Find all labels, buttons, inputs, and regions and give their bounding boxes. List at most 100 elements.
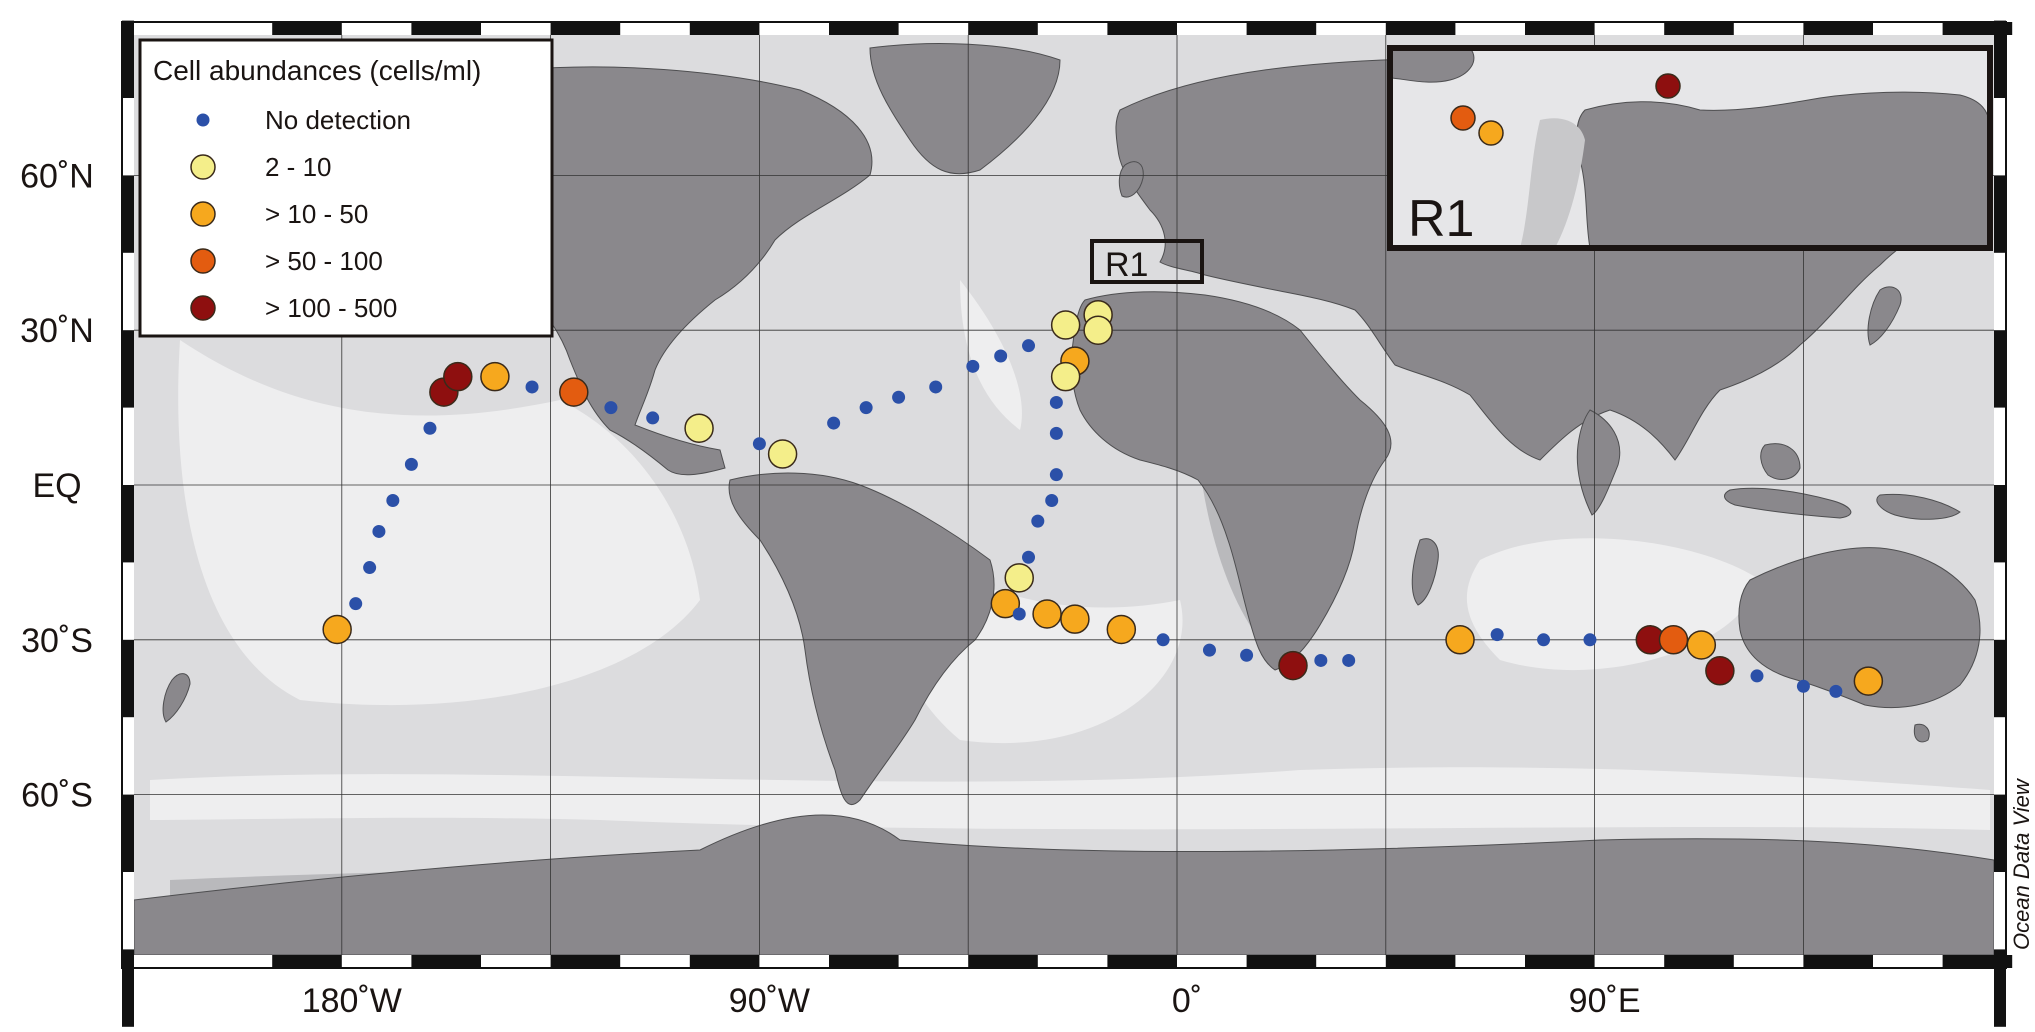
latitude-labels: 60˚N 30˚N EQ 30˚S 60˚S <box>20 157 94 814</box>
station-marker-detected <box>1083 315 1113 345</box>
inset-body <box>1391 48 1990 248</box>
station-marker-no-detection <box>1796 679 1810 693</box>
station-marker-detected <box>1278 650 1308 681</box>
frame-tick <box>1525 955 1595 968</box>
longitude-label: 180˚W <box>302 982 402 1020</box>
frame-tick <box>1803 955 1873 968</box>
frame-tick <box>1246 955 1317 968</box>
station-marker-detected <box>1032 599 1062 629</box>
frame-tick <box>689 22 760 35</box>
frame-tick <box>1385 955 1456 968</box>
latitude-label: 30˚N <box>20 312 94 350</box>
frame-tick <box>411 22 481 35</box>
frame-tick <box>1107 22 1177 35</box>
station-marker-detected <box>1658 625 1689 655</box>
frame-tick <box>829 22 899 35</box>
tasmania-landmass <box>1913 723 1930 743</box>
legend-swatch <box>190 154 216 180</box>
inset-land <box>1576 91 1990 248</box>
legend-swatch <box>196 113 210 127</box>
longitude-labels: 180˚W 90˚W 0˚ 90˚E <box>302 982 1641 1020</box>
station-marker-detected <box>684 413 714 443</box>
station-marker-no-detection <box>1240 648 1254 662</box>
frame-tick <box>829 955 899 968</box>
region-box: R1 <box>1090 239 1204 284</box>
station-marker-no-detection <box>1156 633 1170 647</box>
station-marker-no-detection <box>372 524 386 538</box>
station-marker-detected <box>443 361 473 392</box>
longitude-label: 0˚ <box>1172 982 1202 1020</box>
inset-shelf <box>1520 118 1585 248</box>
station-marker-no-detection <box>994 349 1008 363</box>
frame-tick <box>1994 794 2006 872</box>
frame-tick <box>122 485 134 563</box>
frame-tick <box>122 330 134 408</box>
station-marker-no-detection <box>525 380 539 394</box>
inset-stations <box>1450 73 1681 146</box>
indonesia-landmass <box>1724 487 1852 519</box>
station-marker-detected <box>480 361 510 392</box>
frame-tick <box>1994 639 2006 718</box>
latitude-label: 30˚S <box>21 622 93 660</box>
new-guinea-landmass <box>1876 493 1961 520</box>
station-marker-no-detection <box>1049 426 1063 440</box>
station-marker-no-detection <box>1022 339 1036 353</box>
legend-label: > 100 - 500 <box>265 293 397 323</box>
station-marker-detected <box>1686 630 1717 660</box>
station-marker-detected <box>1705 656 1735 686</box>
station-marker-no-detection <box>1490 628 1504 642</box>
australia-landmass <box>1738 547 1981 709</box>
frame-tick <box>1994 485 2006 563</box>
frame-tick <box>968 955 1038 968</box>
legend-swatch <box>190 248 216 274</box>
station-marker-no-detection <box>859 401 873 415</box>
station-marker-no-detection <box>752 437 766 451</box>
station-marker-no-detection <box>363 561 377 575</box>
station-marker-no-detection <box>1049 468 1063 482</box>
station-marker-detected <box>1060 604 1090 634</box>
latitude-label: 60˚N <box>20 157 94 195</box>
station-marker-detected <box>767 439 798 469</box>
station-marker-no-detection <box>386 493 400 507</box>
station-marker-no-detection <box>1583 633 1597 647</box>
greenland-landmass <box>869 43 1061 175</box>
stations <box>322 299 1884 698</box>
frame-tick <box>689 955 760 968</box>
station-marker-no-detection <box>827 416 841 430</box>
frame-tick <box>1664 22 1734 35</box>
antarctica-landmass <box>134 814 1994 955</box>
region-label: R1 <box>1105 246 1148 284</box>
station-marker-no-detection <box>1022 550 1036 564</box>
borneo-landmass <box>1760 443 1801 480</box>
frame-ticks <box>122 20 2013 1027</box>
legend-swatch <box>190 295 216 321</box>
legend-label: 2 - 10 <box>265 152 332 182</box>
inset-station-marker <box>1655 73 1681 99</box>
station-marker-detected <box>1050 361 1081 392</box>
station-marker-no-detection <box>966 359 980 373</box>
frame-tick <box>1994 175 2006 253</box>
frame-tick <box>122 639 134 718</box>
frame-tick <box>122 175 134 253</box>
latitude-label: 60˚S <box>21 777 93 815</box>
station-marker-no-detection <box>1031 514 1045 528</box>
legend: Cell abundances (cells/ml) No detection 2… <box>138 38 554 338</box>
station-marker-no-detection <box>1342 653 1356 667</box>
legend-label: > 50 - 100 <box>265 246 383 276</box>
inset-map: R1 <box>1387 45 1993 251</box>
station-marker-detected <box>559 377 589 407</box>
frame-tick <box>1994 20 2006 99</box>
credit-text: Ocean Data View <box>2009 777 2034 950</box>
south-america-landmass <box>728 472 995 806</box>
frame-tick <box>272 22 342 35</box>
station-marker-no-detection <box>1012 607 1026 621</box>
land <box>134 43 1994 955</box>
station-marker-detected <box>1050 310 1081 340</box>
station-marker-no-detection <box>1750 669 1764 683</box>
legend-title: Cell abundances (cells/ml) <box>153 55 481 86</box>
longitude-label: 90˚W <box>729 982 810 1020</box>
latitude-label: EQ <box>32 467 81 505</box>
station-marker-no-detection <box>1829 684 1843 698</box>
legend-items: No detection 2 - 10 > 10 - 50 > 50 - 100 > 1… <box>190 105 411 323</box>
